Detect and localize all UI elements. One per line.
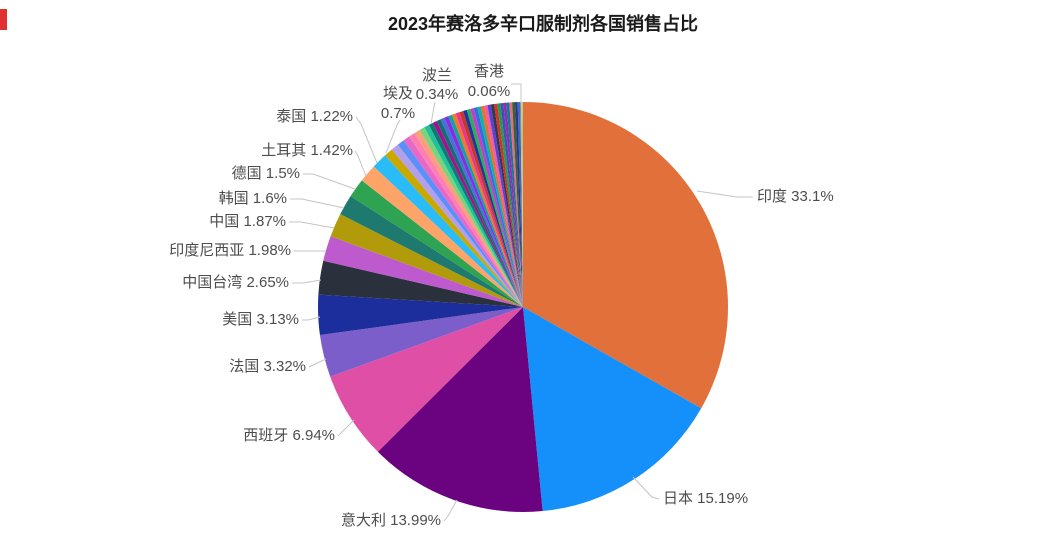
pie-slice[interactable] xyxy=(432,121,523,307)
label-leader-line xyxy=(302,316,321,321)
slice-label-香港: 0.06% xyxy=(468,83,511,100)
pie-slice-中国台湾[interactable] xyxy=(318,260,523,307)
slice-label-中国台湾: 中国台湾 2.65% xyxy=(182,274,289,291)
slice-label-香港: 香港 xyxy=(474,63,504,80)
label-leader-line xyxy=(308,358,327,368)
pie-slice-德国[interactable] xyxy=(350,180,523,307)
slice-label-土耳其: 土耳其 1.42% xyxy=(261,142,353,159)
label-leader-line xyxy=(292,279,322,284)
label-leader-line xyxy=(443,499,458,522)
pie-slice[interactable] xyxy=(403,136,523,307)
pie-slice[interactable] xyxy=(473,107,523,308)
pie-slice[interactable] xyxy=(521,102,523,307)
pie-slice-美国[interactable] xyxy=(318,294,523,336)
slice-label-意大利: 意大利 13.99% xyxy=(341,511,441,529)
pie-slice-埃及[interactable] xyxy=(384,149,523,307)
pie-slice[interactable] xyxy=(397,140,523,307)
label-leader-line xyxy=(289,221,335,229)
pie-slice[interactable] xyxy=(459,110,523,307)
pie-slice[interactable] xyxy=(466,108,523,307)
pie-slice[interactable] xyxy=(440,117,523,307)
label-leader-line xyxy=(430,101,436,125)
slice-label-美国: 美国 3.13% xyxy=(222,311,299,328)
slice-label-印度尼西亚: 印度尼西亚 1.98% xyxy=(169,242,291,259)
slice-label-日本: 日本 15.19% xyxy=(663,490,748,507)
pie-slice[interactable] xyxy=(484,105,523,307)
pie-slice-印度[interactable] xyxy=(523,102,728,409)
pie-slice[interactable] xyxy=(424,124,523,308)
label-leader-line xyxy=(303,173,356,190)
pie-slice[interactable] xyxy=(451,113,523,307)
pie-slice[interactable] xyxy=(448,114,523,307)
pie-slice[interactable] xyxy=(514,102,523,307)
pie-slice[interactable] xyxy=(494,103,523,307)
slice-label-中国: 中国 1.87% xyxy=(209,213,286,230)
slice-label-韩国: 韩国 1.6% xyxy=(219,190,287,207)
pie-slice-泰国[interactable] xyxy=(373,155,523,307)
pie-slice[interactable] xyxy=(414,130,523,307)
slice-label-德国: 德国 1.5% xyxy=(232,164,300,182)
slice-label-泰国: 泰国 1.22% xyxy=(276,108,353,125)
pie-slice[interactable] xyxy=(512,102,523,307)
pie-slice-西班牙[interactable] xyxy=(330,307,523,452)
pie-slice-香港[interactable] xyxy=(520,102,523,307)
label-leader-line xyxy=(354,150,367,177)
label-leader-line xyxy=(511,83,522,103)
pie-slice[interactable] xyxy=(522,101,523,307)
pie-slice-意大利[interactable] xyxy=(377,307,543,513)
slice-label-波兰: 0.34% xyxy=(416,86,459,103)
label-leader-line xyxy=(385,119,401,154)
pie-slice[interactable] xyxy=(509,102,523,307)
chart-title: 2023年赛洛多辛口服制剂各国销售占比 xyxy=(387,14,699,34)
pie-slice[interactable] xyxy=(497,103,523,307)
pie-slice-日本[interactable] xyxy=(523,307,702,512)
pie-slice[interactable] xyxy=(463,109,523,307)
pie-slice[interactable] xyxy=(487,104,523,307)
pie-slice[interactable] xyxy=(503,102,523,308)
slice-label-波兰: 波兰 xyxy=(422,67,452,84)
pie-slice[interactable] xyxy=(391,144,523,307)
pie-slice[interactable] xyxy=(436,119,523,307)
pie-slice-韩国[interactable] xyxy=(340,196,523,307)
pie-slice-波兰[interactable] xyxy=(428,122,523,307)
pie-slice-土耳其[interactable] xyxy=(361,166,523,307)
pie-slice[interactable] xyxy=(409,133,523,307)
label-leader-line xyxy=(337,419,355,437)
pie-slice[interactable] xyxy=(477,106,523,308)
pie-slice[interactable] xyxy=(444,116,523,308)
pie-slice[interactable] xyxy=(455,112,523,307)
label-leader-line xyxy=(290,198,345,209)
pie-slice[interactable] xyxy=(500,102,523,307)
pie-slice[interactable] xyxy=(506,102,523,308)
pie-slice[interactable] xyxy=(419,127,523,307)
pie-slice-中国[interactable] xyxy=(330,214,523,307)
slice-label-西班牙: 西班牙 6.94% xyxy=(243,427,335,444)
pie-slice[interactable] xyxy=(470,107,523,307)
label-leader-line xyxy=(355,116,378,164)
pie-slice[interactable] xyxy=(517,102,523,308)
pie-slice[interactable] xyxy=(480,105,523,308)
slice-label-法国: 法国 3.32% xyxy=(229,358,306,375)
red-corner-mark xyxy=(0,9,7,30)
label-leader-line xyxy=(632,476,660,500)
pie-slice-印度尼西亚[interactable] xyxy=(323,236,523,307)
slice-label-印度: 印度 33.1% xyxy=(757,188,834,205)
pie-slice[interactable] xyxy=(521,101,523,307)
slice-label-埃及: 埃及 xyxy=(383,85,413,102)
slice-label-埃及: 0.7% xyxy=(381,105,415,122)
pie-slice-法国[interactable] xyxy=(319,307,523,377)
pie-slice[interactable] xyxy=(490,104,523,307)
label-leader-line xyxy=(696,190,753,198)
